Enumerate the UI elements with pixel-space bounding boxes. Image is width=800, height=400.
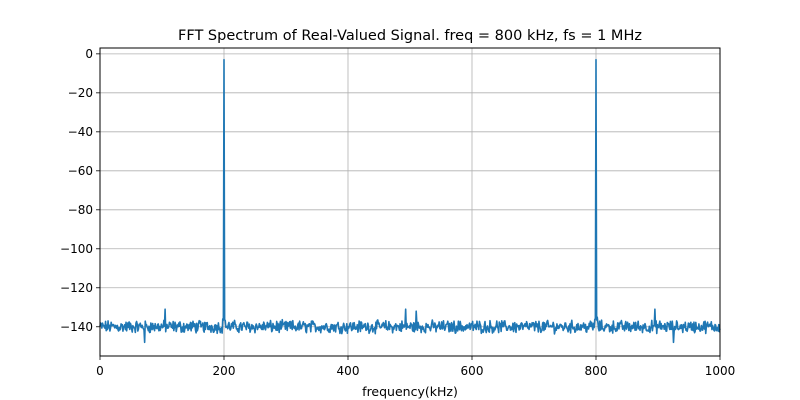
y-tick-label: 0 xyxy=(85,47,93,61)
y-tick-label: −140 xyxy=(60,320,93,334)
plot-area xyxy=(99,58,721,344)
axes-frame xyxy=(99,47,721,357)
y-tick-label: −40 xyxy=(68,125,93,139)
x-tick-label: 800 xyxy=(585,364,608,378)
axis-ticks: 0 200 400 600 800 1000 0 −20 −40 −60 −80 −100 −120 −1… xyxy=(60,47,735,378)
x-tick-label: 1000 xyxy=(705,364,736,378)
y-tick-label: −20 xyxy=(68,86,93,100)
chart-title: FFT Spectrum of Real-Valued Signal. freq… xyxy=(178,28,642,44)
x-axis-label: frequency(kHz) xyxy=(362,384,458,399)
x-tick-label: 400 xyxy=(337,364,360,378)
grid-lines xyxy=(99,48,721,356)
x-tick-label: 600 xyxy=(461,364,484,378)
x-tick-label: 0 xyxy=(96,364,104,378)
y-tick-label: −120 xyxy=(60,281,93,295)
y-tick-label: −80 xyxy=(68,203,93,217)
spectrum-series-line xyxy=(99,58,721,344)
x-tick-label: 200 xyxy=(213,364,236,378)
y-tick-label: −60 xyxy=(68,164,93,178)
y-tick-label: −100 xyxy=(60,242,93,256)
